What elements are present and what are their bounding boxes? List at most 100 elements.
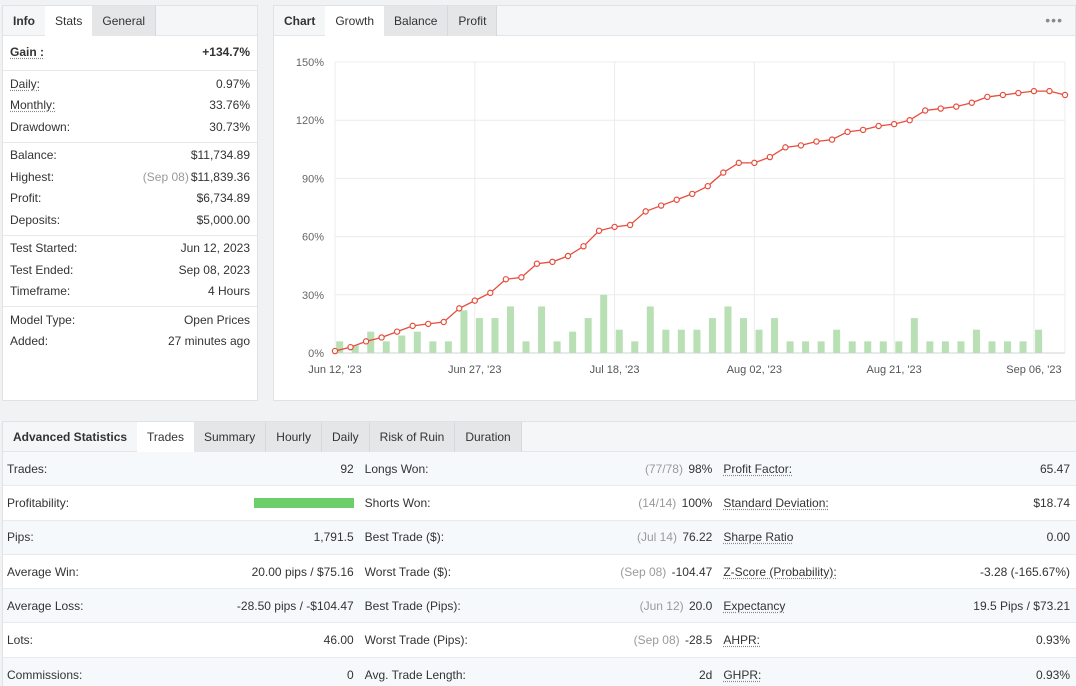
growth-point bbox=[705, 184, 710, 189]
growth-point bbox=[395, 329, 400, 334]
profit-bar-mark bbox=[1020, 341, 1027, 353]
z-score-row: Z-Score (Probability): -3.28 (-165.67%) bbox=[716, 555, 1076, 589]
gain-label[interactable]: Gain : bbox=[10, 45, 44, 59]
growth-point bbox=[721, 170, 726, 175]
profit-bar-mark bbox=[693, 330, 700, 353]
drawdown-label: Drawdown: bbox=[10, 120, 70, 134]
tab-duration[interactable]: Duration bbox=[455, 422, 521, 452]
best-trade-usd-label: Best Trade ($): bbox=[365, 530, 444, 544]
growth-point bbox=[814, 139, 819, 144]
growth-point bbox=[876, 123, 881, 128]
profit-bar-mark bbox=[429, 341, 436, 353]
standard-deviation-row: Standard Deviation: $18.74 bbox=[716, 486, 1076, 520]
profit-row: Profit: $6,734.89 bbox=[3, 188, 257, 210]
tab-hourly[interactable]: Hourly bbox=[266, 422, 322, 452]
growth-point bbox=[581, 244, 586, 249]
worst-trade-pips-date: (Sep 08) bbox=[634, 633, 680, 647]
tab-daily[interactable]: Daily bbox=[322, 422, 370, 452]
more-dots-icon[interactable]: ••• bbox=[1045, 12, 1063, 28]
growth-point bbox=[659, 203, 664, 208]
tab-balance[interactable]: Balance bbox=[384, 6, 448, 36]
stats-column-1: Trades: 92 Profitability: Pips: 1,791.5 … bbox=[3, 452, 358, 686]
growth-point bbox=[1047, 89, 1052, 94]
ghpr-row: GHPR: 0.93% bbox=[716, 658, 1076, 686]
returns-group: Daily: 0.97% Monthly: 33.76% Drawdown: 3… bbox=[3, 71, 257, 143]
shorts-won-label: Shorts Won: bbox=[365, 496, 431, 510]
tab-profit[interactable]: Profit bbox=[448, 6, 497, 36]
growth-point bbox=[798, 143, 803, 148]
tab-growth[interactable]: Growth bbox=[325, 6, 384, 36]
trades-row: Trades: 92 bbox=[3, 452, 358, 486]
lots-label: Lots: bbox=[7, 633, 33, 647]
timeframe-row: Timeframe: 4 Hours bbox=[3, 281, 257, 303]
profit-bar-mark bbox=[802, 341, 809, 353]
trades-value: 92 bbox=[340, 462, 353, 476]
expectancy-label[interactable]: Expectancy bbox=[723, 599, 785, 613]
profit-bar-mark bbox=[818, 341, 825, 353]
model-group: Model Type: Open Prices Added: 27 minute… bbox=[3, 307, 257, 356]
growth-point bbox=[426, 321, 431, 326]
info-tabs: Info Stats General bbox=[3, 6, 257, 36]
growth-line bbox=[335, 91, 1065, 351]
info-panel: Info Stats General Gain : +134.7% Daily:… bbox=[2, 5, 258, 401]
trades-label: Trades: bbox=[7, 462, 47, 476]
x-tick-label: Aug 02, '23 bbox=[727, 364, 782, 376]
sharpe-ratio-label[interactable]: Sharpe Ratio bbox=[723, 530, 793, 544]
gain-group: Gain : +134.7% bbox=[3, 36, 257, 71]
tab-info[interactable]: Info bbox=[3, 6, 45, 36]
best-trade-pips-row: Best Trade (Pips): (Jun 12) 20.0 bbox=[358, 589, 717, 623]
profit-bar-mark bbox=[569, 332, 576, 353]
expectancy-row: Expectancy 19.5 Pips / $73.21 bbox=[716, 589, 1076, 623]
growth-point bbox=[565, 253, 570, 258]
tab-trades[interactable]: Trades bbox=[137, 422, 194, 452]
tab-summary[interactable]: Summary bbox=[194, 422, 266, 452]
monthly-label[interactable]: Monthly: bbox=[10, 98, 55, 112]
profit-factor-value: 65.47 bbox=[1040, 462, 1070, 476]
advanced-statistics-panel: Advanced Statistics Trades Summary Hourl… bbox=[2, 421, 1076, 686]
worst-trade-usd-row: Worst Trade ($): (Sep 08) -104.47 bbox=[358, 555, 717, 589]
profit-bar-mark bbox=[585, 318, 592, 353]
stats-column-3: Profit Factor: 65.47 Standard Deviation:… bbox=[716, 452, 1076, 686]
pips-label: Pips: bbox=[7, 530, 34, 544]
shorts-won-value-wrap: (14/14) 100% bbox=[638, 496, 712, 510]
added-value: 27 minutes ago bbox=[168, 334, 250, 348]
x-tick-label: Jun 27, '23 bbox=[448, 364, 501, 376]
growth-point bbox=[767, 154, 772, 159]
tab-chart[interactable]: Chart bbox=[274, 6, 325, 36]
growth-point bbox=[519, 275, 524, 280]
worst-trade-usd-date: (Sep 08) bbox=[620, 565, 666, 579]
profit-factor-label[interactable]: Profit Factor: bbox=[723, 462, 792, 476]
ghpr-label[interactable]: GHPR: bbox=[723, 668, 761, 682]
z-score-label[interactable]: Z-Score (Probability): bbox=[723, 565, 836, 579]
worst-trade-usd-label: Worst Trade ($): bbox=[365, 565, 451, 579]
commissions-value: 0 bbox=[347, 668, 354, 682]
y-tick-label: 90% bbox=[302, 173, 324, 185]
worst-trade-pips-value-wrap: (Sep 08) -28.5 bbox=[634, 633, 713, 647]
balance-row: Balance: $11,734.89 bbox=[3, 145, 257, 167]
tab-risk-of-ruin[interactable]: Risk of Ruin bbox=[370, 422, 456, 452]
tab-general[interactable]: General bbox=[92, 6, 156, 36]
profit-bar-mark bbox=[756, 330, 763, 353]
profit-bar-mark bbox=[942, 341, 949, 353]
growth-point bbox=[1000, 92, 1005, 97]
daily-label[interactable]: Daily: bbox=[10, 77, 40, 91]
model-type-value: Open Prices bbox=[184, 313, 250, 327]
worst-trade-pips-value: -28.5 bbox=[685, 633, 712, 647]
added-label: Added: bbox=[10, 334, 48, 348]
standard-deviation-label[interactable]: Standard Deviation: bbox=[723, 496, 828, 510]
x-tick-label: Sep 06, '23 bbox=[1006, 364, 1061, 376]
highest-label: Highest: bbox=[10, 170, 54, 184]
ahpr-label[interactable]: AHPR: bbox=[723, 633, 760, 647]
test-started-label: Test Started: bbox=[10, 241, 77, 255]
worst-trade-usd-value: -104.47 bbox=[672, 565, 713, 579]
profit-bar-mark bbox=[724, 306, 731, 353]
average-loss-row: Average Loss: -28.50 pips / -$104.47 bbox=[3, 589, 358, 623]
test-ended-value: Sep 08, 2023 bbox=[179, 263, 250, 277]
drawdown-row: Drawdown: 30.73% bbox=[3, 116, 257, 138]
growth-point bbox=[1031, 89, 1036, 94]
longs-won-row: Longs Won: (77/78) 98% bbox=[358, 452, 717, 486]
growth-point bbox=[441, 319, 446, 324]
profit-bar-mark bbox=[538, 306, 545, 353]
stats-grid: Trades: 92 Profitability: Pips: 1,791.5 … bbox=[3, 452, 1076, 686]
tab-stats[interactable]: Stats bbox=[45, 6, 92, 36]
